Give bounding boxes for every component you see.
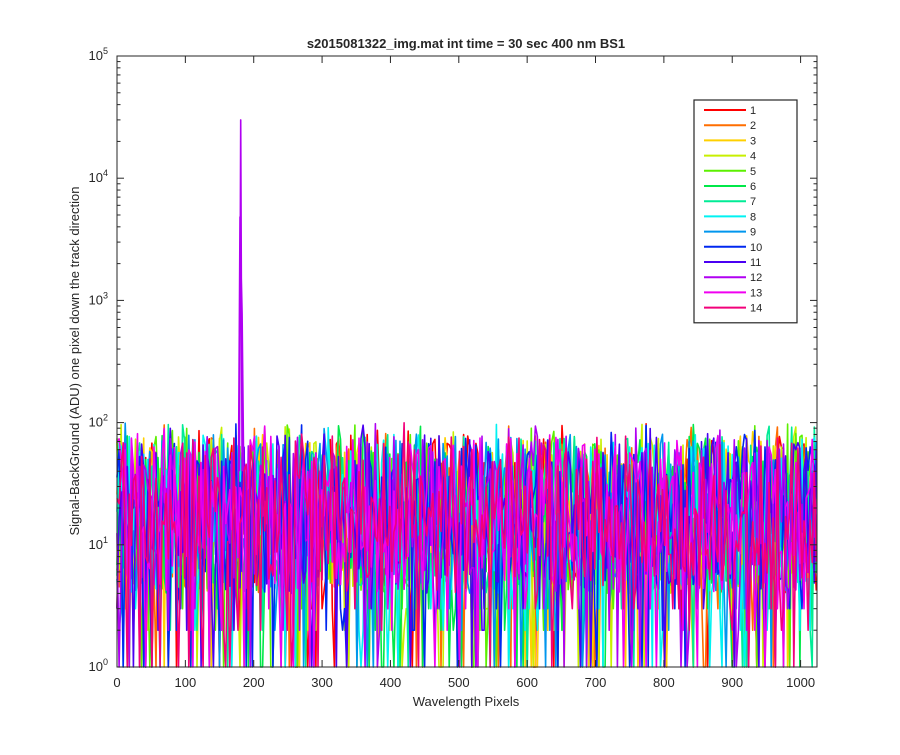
legend-label: 7 <box>750 196 756 208</box>
y-tick-exponent: 1 <box>103 535 108 545</box>
y-tick-exponent: 0 <box>103 657 108 667</box>
x-tick-label: 100 <box>175 675 197 690</box>
legend-item[interactable]: 4 <box>704 151 756 163</box>
x-tick-label: 300 <box>311 675 333 690</box>
legend-item[interactable]: 6 <box>704 181 756 193</box>
legend-item[interactable]: 10 <box>704 242 762 254</box>
legend-label: 2 <box>750 120 756 132</box>
legend-label: 1 <box>750 105 756 117</box>
x-axis: 0 100 200 300 400 500 600 700 800 900 1000 <box>113 56 815 690</box>
axes-box <box>116 55 818 668</box>
legend-item[interactable]: 14 <box>704 303 762 315</box>
y-tick-label: 100 <box>89 657 108 674</box>
legend-label: 9 <box>750 227 756 239</box>
legend-label: 14 <box>750 303 762 315</box>
legend-item[interactable]: 13 <box>704 287 762 299</box>
legend-item[interactable]: 11 <box>704 257 761 269</box>
x-tick-label: 500 <box>448 675 470 690</box>
legend-label: 8 <box>750 211 756 223</box>
legend-item[interactable]: 3 <box>704 135 756 147</box>
y-tick-exponent: 2 <box>103 413 108 423</box>
legend-item[interactable]: 8 <box>704 211 756 223</box>
legend-item[interactable]: 9 <box>704 227 756 239</box>
x-tick-label: 900 <box>721 675 743 690</box>
y-tick-base: 10 <box>89 48 103 63</box>
legend-item[interactable]: 2 <box>704 120 756 132</box>
x-tick-label: 400 <box>380 675 402 690</box>
y-tick-exponent: 4 <box>103 168 108 178</box>
legend-item[interactable]: 1 <box>704 105 756 117</box>
x-tick-label: 800 <box>653 675 675 690</box>
legend-label: 5 <box>750 166 756 178</box>
x-tick-label: 700 <box>585 675 607 690</box>
series-line-14 <box>116 422 818 668</box>
y-tick-label: 102 <box>89 413 108 430</box>
x-tick-label: 200 <box>243 675 265 690</box>
y-tick-base: 10 <box>89 170 103 185</box>
legend-label: 11 <box>750 257 761 269</box>
x-tick-label: 0 <box>113 675 120 690</box>
legend-item[interactable]: 5 <box>704 166 756 178</box>
y-tick-label: 101 <box>89 535 108 552</box>
y-tick-exponent: 3 <box>103 290 108 300</box>
legend-label: 12 <box>750 272 762 284</box>
legend-label: 3 <box>750 135 756 147</box>
y-tick-label: 103 <box>89 290 108 307</box>
legend-label: 6 <box>750 181 756 193</box>
legend-item[interactable]: 7 <box>704 196 756 208</box>
chart-title: s2015081322_img.mat int time = 30 sec 40… <box>307 36 625 51</box>
x-tick-label: 600 <box>516 675 538 690</box>
legend-label: 4 <box>750 151 756 163</box>
y-tick-base: 10 <box>89 415 103 430</box>
y-tick-exponent: 5 <box>103 46 108 56</box>
x-tick-label: 1000 <box>786 675 815 690</box>
x-axis-label: Wavelength Pixels <box>413 694 520 709</box>
legend-label: 10 <box>750 242 762 254</box>
y-tick-label: 104 <box>89 168 108 185</box>
legend-item[interactable]: 12 <box>704 272 762 284</box>
legend-box <box>693 99 798 324</box>
y-tick-base: 10 <box>89 292 103 307</box>
series-lines <box>116 119 818 668</box>
legend-label: 13 <box>750 287 762 299</box>
y-tick-base: 10 <box>89 659 103 674</box>
y-tick-base: 10 <box>89 537 103 552</box>
y-axis-label: Signal-BackGround (ADU) one pixel down t… <box>67 186 82 535</box>
y-tick-label: 105 <box>89 46 108 63</box>
